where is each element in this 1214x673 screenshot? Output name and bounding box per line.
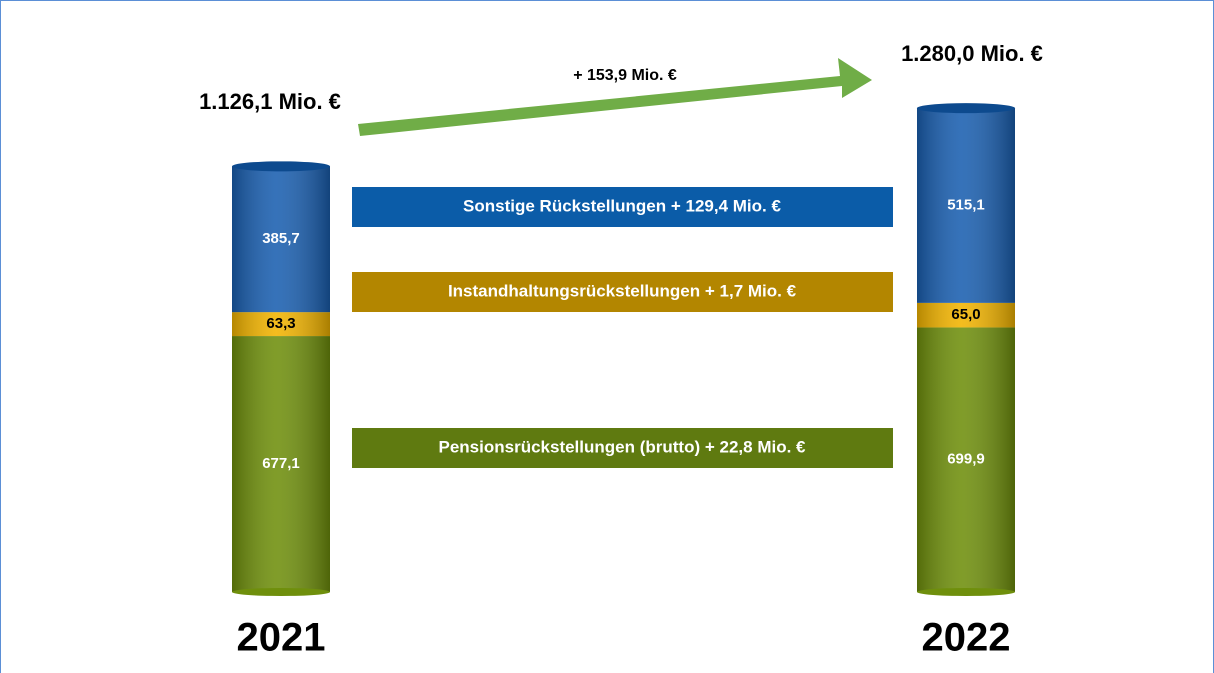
data-label: 385,7 <box>262 230 300 247</box>
change-label: + 153,9 Mio. € <box>573 67 677 84</box>
bar-bottom <box>917 588 1015 596</box>
bar-bottom <box>232 588 330 596</box>
data-label: 699,9 <box>947 451 985 468</box>
arrow <box>358 58 872 136</box>
legend-label: Sonstige Rückstellungen + 129,4 Mio. € <box>463 196 781 215</box>
bar-shade <box>232 336 330 592</box>
legend-label: Instandhaltungsrückstellungen + 1,7 Mio.… <box>448 281 797 300</box>
total-label: 1.126,1 Mio. € <box>199 89 341 114</box>
legend-box <box>352 428 893 468</box>
data-label: 677,1 <box>262 455 300 472</box>
x-tick-label: 2022 <box>922 616 1011 660</box>
legend-box <box>352 187 893 227</box>
legend-label: Pensionsrückstellungen (brutto) + 22,8 M… <box>439 437 807 456</box>
x-tick-label: 2021 <box>237 616 326 660</box>
bar-shade <box>917 327 1015 592</box>
bar-shade <box>232 166 330 313</box>
data-label: 63,3 <box>266 315 295 332</box>
legend-box <box>352 272 893 312</box>
bar-shade <box>917 108 1015 303</box>
data-label: 515,1 <box>947 196 985 213</box>
data-label: 65,0 <box>951 306 980 323</box>
total-label: 1.280,0 Mio. € <box>901 41 1043 66</box>
bar-shade <box>232 312 330 337</box>
bar-shade <box>917 302 1015 328</box>
bar-cap <box>232 161 330 172</box>
bar-cap <box>917 103 1015 114</box>
